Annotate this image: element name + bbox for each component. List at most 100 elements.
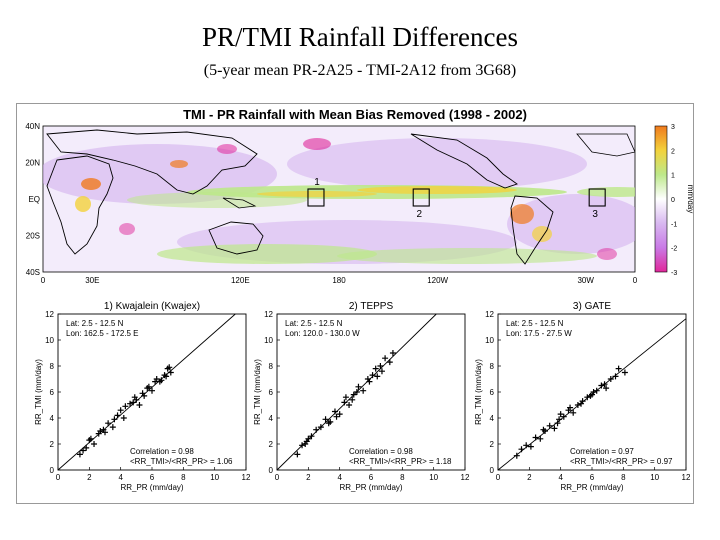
data-point [366, 378, 373, 385]
scatter-title: 2) TEPPS [349, 301, 394, 312]
data-point [122, 403, 129, 410]
plot-frame [276, 313, 466, 471]
data-point [145, 383, 152, 390]
data-point [120, 415, 127, 421]
region-box-2 [412, 188, 430, 207]
data-point [593, 387, 600, 394]
stat-annotation: <RR_TMI>/<RR_PR> = 1.18 [349, 457, 452, 466]
x-tick-label: 4 [118, 473, 123, 482]
colorbar-tick: 3 [671, 124, 675, 131]
x-tick-label: 12 [682, 473, 691, 482]
y-tick-label: 6 [50, 388, 55, 397]
y-tick-label: 0 [269, 466, 274, 475]
data-point [615, 365, 622, 372]
data-point [133, 396, 140, 403]
y-tick-label: 2 [50, 440, 55, 449]
data-point [389, 350, 396, 356]
colorbar-tick: 2 [671, 148, 675, 155]
data-point [308, 433, 315, 440]
y-tick-label: 8 [490, 362, 495, 371]
x-tick-label: 4 [558, 473, 563, 482]
data-point [331, 408, 338, 415]
lon-label: 30E [85, 276, 99, 285]
map-title: TMI - PR Rainfall with Mean Bias Removed… [183, 107, 527, 122]
y-tick-label: 0 [490, 466, 495, 475]
y-tick-label: 12 [485, 310, 494, 319]
data-point [305, 435, 312, 442]
data-point [556, 416, 563, 423]
colorbar-tick: -1 [671, 221, 677, 228]
data-point [551, 425, 558, 432]
lon-label: 0 [41, 276, 46, 285]
colorbar-tick: -3 [671, 270, 677, 277]
data-point [294, 451, 301, 458]
data-point [149, 387, 155, 394]
x-tick-label: 0 [496, 473, 501, 482]
x-tick-label: 4 [337, 473, 342, 482]
map-field [43, 129, 635, 265]
data-point [603, 385, 610, 392]
data-point [372, 365, 379, 372]
data-point [612, 373, 619, 380]
region-annotation: Lat: 2.5 - 12.5 N [66, 319, 124, 328]
x-tick-label: 6 [150, 473, 155, 482]
region-annotation: Lon: 17.5 - 27.5 W [506, 329, 572, 338]
lat-label: 20S [26, 232, 40, 241]
x-axis-label: RR_PR (mm/day) [560, 483, 623, 492]
data-point [518, 446, 525, 453]
data-point [325, 420, 332, 427]
data-point [350, 391, 357, 398]
x-tick-label: 8 [400, 473, 405, 482]
colorbar-tick: 0 [671, 197, 675, 204]
data-point [523, 442, 530, 449]
lat-label: 20N [25, 159, 40, 168]
data-point [374, 373, 381, 380]
y-tick-label: 6 [269, 388, 274, 397]
data-point [382, 355, 389, 362]
data-point [560, 413, 567, 420]
y-tick-label: 10 [45, 336, 54, 345]
data-point [554, 420, 561, 427]
lat-label: 40N [25, 122, 40, 131]
rainfall-map: 1 2 3 40N 20N EQ 20S 40S 0 30E 120E 180 120W 30W 0 3… [25, 122, 693, 285]
y-tick-label: 8 [269, 362, 274, 371]
data-point [601, 381, 608, 388]
x-tick-label: 6 [369, 473, 374, 482]
data-point [513, 452, 520, 459]
region-box-3 [588, 188, 606, 207]
x-tick-label: 12 [461, 473, 470, 482]
data-point [360, 387, 367, 394]
data-point [570, 409, 577, 416]
data-point [313, 426, 320, 433]
data-point [532, 434, 539, 441]
data-point [127, 400, 134, 407]
scatter-chart-3: 3) GATE 0 2 4 6 8 10 12 0 2 4 6 8 10 12 RR_PR (mm/day) R… [474, 301, 691, 492]
lon-label: 0 [633, 276, 638, 285]
data-point [540, 426, 547, 433]
lat-label: 40S [26, 268, 40, 277]
data-point [117, 407, 124, 414]
data-point [317, 424, 324, 431]
data-point [355, 383, 362, 390]
data-point [336, 411, 343, 418]
data-point [386, 359, 393, 366]
colorbar-tick: 1 [671, 173, 675, 180]
y-tick-label: 4 [50, 414, 55, 423]
scatter-chart-1: 1) Kwajalein (Kwajex) 0 2 4 6 8 10 12 0 2 4 6 8 10 12 R… [34, 301, 251, 492]
y-tick-label: 10 [485, 336, 494, 345]
data-point [342, 394, 349, 401]
data-point [341, 399, 348, 406]
y-tick-label: 2 [490, 440, 495, 449]
x-tick-label: 0 [56, 473, 61, 482]
scatter-panels: 1) Kwajalein (Kwajex) 0 2 4 6 8 10 12 0 2 4 6 8 10 12 R… [34, 301, 691, 492]
data-point [377, 363, 384, 369]
y-tick-label: 0 [50, 466, 55, 475]
scatter-title: 3) GATE [573, 301, 611, 312]
data-point [114, 412, 121, 419]
data-point [111, 416, 118, 423]
region-annotation: Lat: 2.5 - 12.5 N [285, 319, 343, 328]
data-point [322, 416, 329, 423]
x-axis-label: RR_PR (mm/day) [339, 483, 402, 492]
region-box-1 [307, 188, 325, 207]
x-tick-label: 10 [650, 473, 659, 482]
